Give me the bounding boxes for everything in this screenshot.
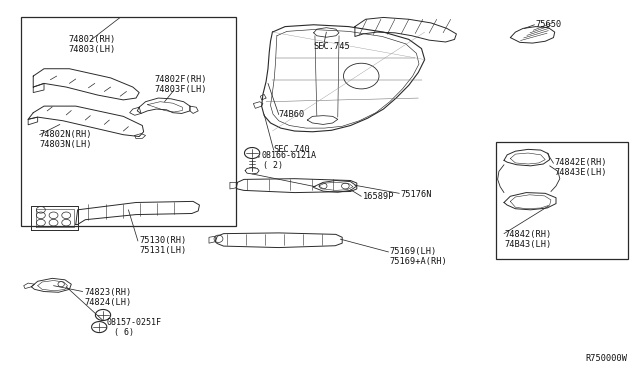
Text: ( 6): ( 6) bbox=[114, 328, 134, 337]
Text: 75176N: 75176N bbox=[401, 190, 432, 199]
Text: 74824(LH): 74824(LH) bbox=[84, 298, 131, 307]
Text: 74802N(RH): 74802N(RH) bbox=[40, 130, 92, 139]
Text: 74843E(LH): 74843E(LH) bbox=[555, 167, 607, 177]
Text: 08157-0251F: 08157-0251F bbox=[106, 318, 161, 327]
Text: R750000W: R750000W bbox=[586, 354, 628, 363]
Text: ( 2): ( 2) bbox=[263, 161, 283, 170]
Text: 75130(RH): 75130(RH) bbox=[139, 236, 186, 245]
Text: 75169+A(RH): 75169+A(RH) bbox=[390, 257, 447, 266]
Text: 74B43(LH): 74B43(LH) bbox=[504, 240, 551, 249]
Text: 16589P: 16589P bbox=[363, 192, 395, 202]
Text: 08166-6121A: 08166-6121A bbox=[262, 151, 317, 160]
Text: 74842E(RH): 74842E(RH) bbox=[555, 158, 607, 167]
Text: 74842(RH): 74842(RH) bbox=[504, 230, 551, 239]
Text: 74803N(LH): 74803N(LH) bbox=[40, 140, 92, 149]
Text: 74802F(RH): 74802F(RH) bbox=[154, 75, 207, 84]
Text: 75650: 75650 bbox=[536, 20, 562, 29]
Text: 74B60: 74B60 bbox=[279, 110, 305, 119]
Text: 75131(LH): 75131(LH) bbox=[139, 246, 186, 254]
Text: SEC.745: SEC.745 bbox=[313, 42, 350, 51]
Bar bbox=[20, 17, 236, 226]
Text: 74803(LH): 74803(LH) bbox=[68, 45, 115, 54]
Text: SEC.740: SEC.740 bbox=[274, 145, 310, 154]
Text: 74802(RH): 74802(RH) bbox=[68, 35, 115, 44]
Text: 75169(LH): 75169(LH) bbox=[390, 247, 437, 256]
Text: 74823(RH): 74823(RH) bbox=[84, 288, 131, 297]
Bar bbox=[497, 142, 628, 259]
Text: 74803F(LH): 74803F(LH) bbox=[154, 85, 207, 94]
